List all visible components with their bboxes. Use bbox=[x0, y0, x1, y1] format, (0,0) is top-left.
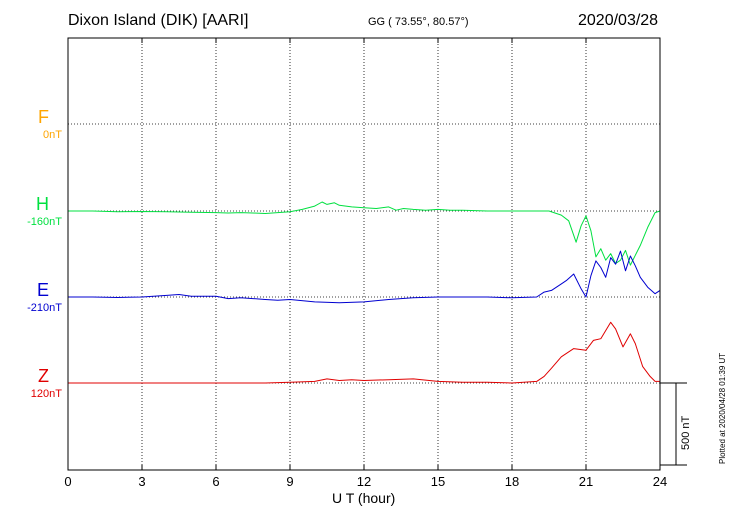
component-name-h: H bbox=[36, 194, 49, 214]
grid-lines bbox=[68, 38, 660, 470]
component-name-z: Z bbox=[38, 366, 49, 386]
x-tick-label: 6 bbox=[212, 474, 220, 489]
x-tick-label: 18 bbox=[504, 474, 520, 489]
station-title: Dixon Island (DIK) [AARI] bbox=[68, 12, 249, 29]
scale-bar-label: 500 nT bbox=[680, 415, 692, 450]
x-tick-label: 3 bbox=[138, 474, 146, 489]
series-line-z bbox=[68, 321, 660, 384]
x-tick-label: 0 bbox=[64, 474, 72, 489]
x-tick-label: 9 bbox=[286, 474, 294, 489]
component-baseline-e: -210nT bbox=[27, 302, 62, 314]
series-line-e bbox=[68, 250, 661, 304]
scale-bar bbox=[660, 382, 687, 466]
series-layer bbox=[68, 201, 661, 384]
x-axis-label: U T (hour) bbox=[332, 490, 396, 506]
geographic-coordinates: GG ( 73.55°, 80.57°) bbox=[368, 16, 469, 28]
component-baseline-z: 120nT bbox=[30, 388, 62, 400]
x-tick-label: 12 bbox=[356, 474, 372, 489]
component-name-f: F bbox=[38, 107, 49, 127]
x-tick-label: 15 bbox=[430, 474, 446, 489]
component-baseline-h: -160nT bbox=[27, 216, 62, 228]
x-tick-label: 21 bbox=[578, 474, 594, 489]
component-baseline-f: 0nT bbox=[43, 129, 62, 141]
x-tick-label: 24 bbox=[652, 474, 668, 489]
chart-date: 2020/03/28 bbox=[578, 12, 659, 29]
component-name-e: E bbox=[36, 280, 49, 300]
series-line-h bbox=[68, 201, 661, 266]
x-tick-marks bbox=[67, 38, 661, 470]
plotted-timestamp: Plotted at 2020/04/28 01:39 UT bbox=[718, 352, 727, 464]
